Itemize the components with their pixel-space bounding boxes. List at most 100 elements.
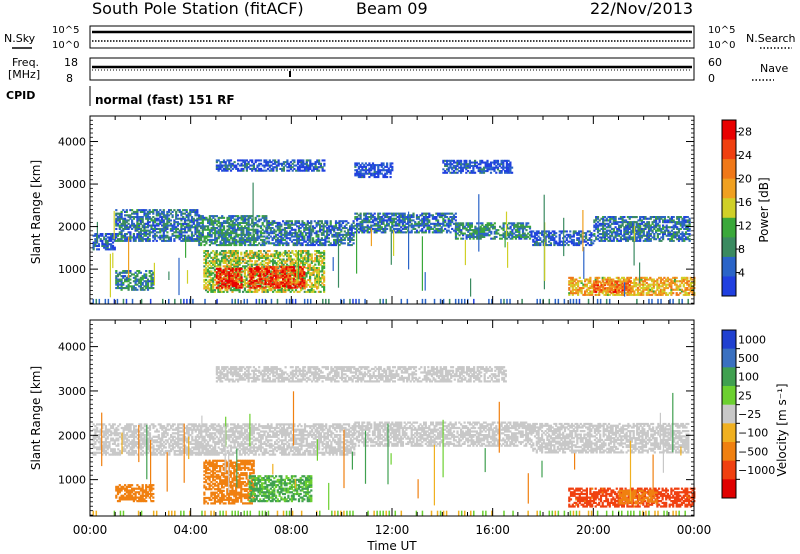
- echo-cell: [343, 238, 346, 241]
- echo-cell: [205, 218, 208, 221]
- echo-cell: [289, 237, 292, 240]
- echo-cell: [373, 224, 376, 227]
- echo-cell: [143, 229, 146, 232]
- echo-cell: [467, 224, 470, 227]
- echo-cell: [226, 221, 229, 224]
- echo-cell: [454, 222, 458, 225]
- echo-cell: [357, 217, 360, 220]
- echo-cell: [162, 227, 165, 230]
- echo-cell: [166, 236, 169, 239]
- echo-cell: [234, 298, 236, 304]
- echo-cell: [183, 219, 187, 222]
- echo-cell: [210, 218, 213, 221]
- echo-cell: [237, 225, 240, 228]
- echo-cell: [366, 226, 369, 229]
- echo-cell: [401, 222, 404, 225]
- echo-cell: [208, 223, 211, 226]
- echo-cell: [396, 222, 399, 225]
- echo-cell: [414, 224, 417, 227]
- echo-cell: [465, 234, 468, 237]
- near-range-strip: [92, 298, 689, 304]
- echo-cell: [433, 222, 436, 225]
- echo-cell: [168, 224, 171, 227]
- echo-cell: [139, 221, 142, 224]
- echo-cell: [196, 212, 199, 215]
- echo-cell: [544, 244, 547, 247]
- echo-cell: [314, 263, 317, 266]
- echo-cell: [247, 238, 250, 241]
- echo-cell: [607, 224, 610, 227]
- echo-cell: [555, 235, 558, 238]
- echo-cell: [155, 209, 158, 212]
- echo-cell: [549, 235, 552, 238]
- echo-cell: [201, 223, 204, 226]
- echo-cell: [525, 224, 528, 227]
- echo-cell: [194, 239, 197, 242]
- echo-cell: [462, 222, 465, 225]
- echo-cell: [319, 240, 322, 243]
- echo-cell: [285, 244, 288, 247]
- echo-cell: [215, 223, 218, 226]
- echo-cell: [312, 238, 315, 241]
- echo-cell: [259, 235, 263, 238]
- echo-cell: [611, 231, 614, 234]
- echo-cell: [370, 226, 373, 229]
- echo-cell: [424, 214, 427, 217]
- echo-cell: [382, 298, 384, 304]
- echo-cell: [259, 230, 263, 233]
- echo-cell: [145, 229, 148, 232]
- echo-cell: [208, 228, 211, 231]
- echo-cell: [474, 229, 477, 232]
- echo-cell: [146, 216, 150, 219]
- echo-cell: [208, 220, 211, 223]
- echo-cell: [235, 215, 238, 218]
- echo-cell: [189, 209, 192, 212]
- echo-cell: [174, 298, 176, 304]
- echo-cell: [178, 236, 181, 239]
- echo-cell: [391, 229, 394, 232]
- echo-cell: [426, 224, 429, 227]
- echo-cell: [157, 227, 160, 230]
- echo-cell: [382, 219, 385, 222]
- echo-cell: [110, 248, 113, 251]
- echo-cell: [323, 270, 326, 273]
- echo-cell: [242, 232, 245, 235]
- echo-cell: [483, 227, 486, 230]
- echo-cell: [146, 224, 150, 227]
- echo-cell: [393, 219, 396, 222]
- echo-cell: [210, 221, 213, 224]
- echo-cell: [171, 234, 174, 237]
- echo-cell: [401, 212, 404, 215]
- echo-cell: [120, 222, 123, 225]
- echo-cell: [460, 159, 463, 162]
- echo-cell: [247, 216, 250, 219]
- echo-cell: [196, 229, 199, 232]
- echo-cell: [415, 216, 419, 219]
- echo-cell: [254, 223, 257, 226]
- echo-cell: [214, 221, 217, 224]
- echo-cell: [593, 219, 596, 222]
- echo-cell: [115, 222, 118, 225]
- echo-cell: [382, 221, 385, 224]
- echo-cell: [341, 242, 345, 245]
- echo-cell: [340, 298, 342, 304]
- echo-cell: [513, 225, 516, 228]
- echo-cell: [148, 239, 151, 242]
- echo-cell: [435, 212, 438, 215]
- echo-cell: [233, 227, 236, 230]
- echo-cell: [426, 212, 429, 215]
- echo-cell: [104, 239, 107, 242]
- echo-cell: [488, 229, 491, 232]
- echo-cell: [373, 219, 376, 222]
- echo-cell: [222, 228, 226, 231]
- echo-cell: [201, 228, 204, 231]
- echo-cell: [333, 240, 336, 243]
- echo-cell: [533, 242, 537, 245]
- echo-cell: [178, 231, 181, 234]
- echo-cell: [240, 215, 243, 218]
- echo-cell: [245, 233, 248, 236]
- echo-cell: [134, 224, 137, 227]
- echo-cell: [224, 230, 227, 233]
- echo-cell: [479, 235, 482, 238]
- echo-cell: [454, 216, 457, 219]
